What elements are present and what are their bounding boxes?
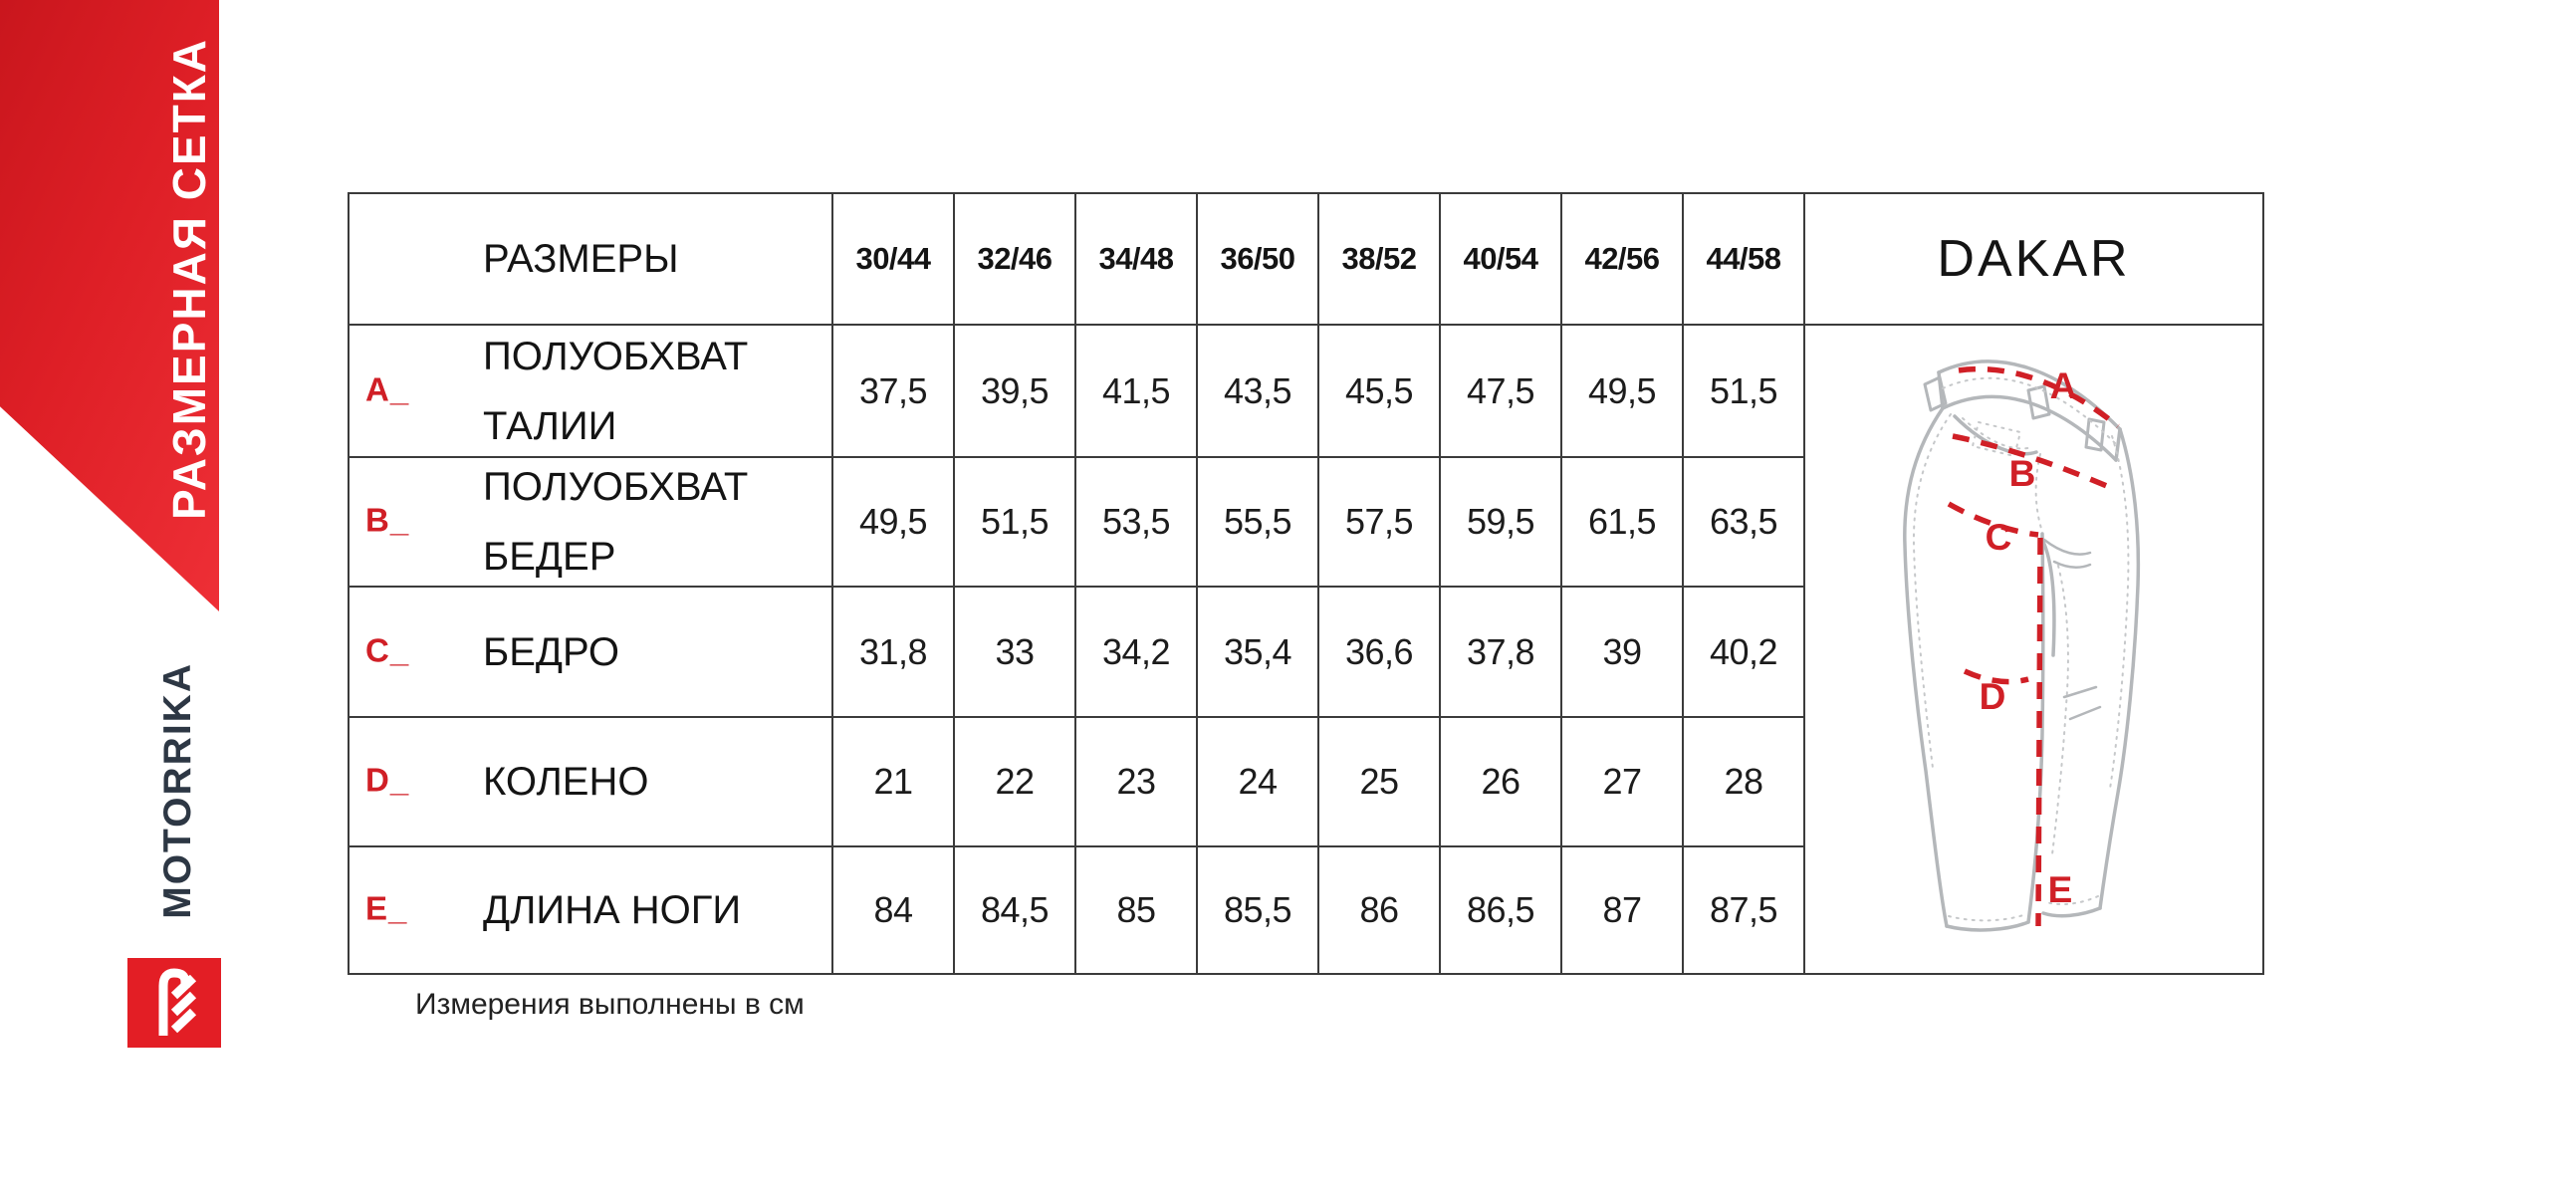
pants-diagram: A B C D E — [1903, 359, 2141, 932]
measure-line-e — [2035, 537, 2043, 927]
row-header-waist: A_ ПОЛУОБХВАТ ТАЛИИ — [350, 326, 833, 458]
table-cell: 28 — [1684, 718, 1805, 847]
brand-name: MOTORRIKA — [156, 662, 199, 919]
size-col-header: 44/58 — [1684, 194, 1805, 326]
table-cell: 84 — [833, 847, 955, 973]
pants-diagram-cell: A B C D E — [1805, 326, 2262, 973]
table-cell: 87 — [1562, 847, 1684, 973]
size-table: РАЗМЕРЫ 30/44 32/46 34/48 36/50 38/52 40… — [348, 192, 2264, 975]
size-col-header: 42/56 — [1562, 194, 1684, 326]
row-header-hips: B_ ПОЛУОБХВАТ БЕДЕР — [350, 458, 833, 588]
measure-label-a: A — [2050, 365, 2077, 406]
size-col-header: 36/50 — [1198, 194, 1319, 326]
table-cell: 43,5 — [1198, 326, 1319, 458]
table-cell: 45,5 — [1319, 326, 1441, 458]
table-cell: 39,5 — [955, 326, 1076, 458]
table-cell: 23 — [1076, 718, 1198, 847]
motorrika-r-emblem-icon — [158, 968, 197, 1036]
table-cell: 63,5 — [1684, 458, 1805, 588]
table-cell: 21 — [833, 718, 955, 847]
size-col-header: 38/52 — [1319, 194, 1441, 326]
measurement-units-note: Измерения выполнены в см — [415, 988, 805, 1021]
table-cell: 86 — [1319, 847, 1441, 973]
row-header-knee: D_ КОЛЕНО — [350, 718, 833, 847]
table-cell: 49,5 — [833, 458, 955, 588]
table-cell: 41,5 — [1076, 326, 1198, 458]
table-cell: 85 — [1076, 847, 1198, 973]
table-cell: 35,4 — [1198, 588, 1319, 718]
table-cell: 37,8 — [1441, 588, 1562, 718]
table-cell: 33 — [955, 588, 1076, 718]
ribbon-title: РАЗМЕРНАЯ СЕТКА — [162, 38, 216, 520]
row-letter-d: D_ — [365, 761, 410, 799]
table-cell: 61,5 — [1562, 458, 1684, 588]
table-cell: 51,5 — [955, 458, 1076, 588]
table-cell: 36,6 — [1319, 588, 1441, 718]
table-cell: 51,5 — [1684, 326, 1805, 458]
table-cell: 47,5 — [1441, 326, 1562, 458]
table-cell: 25 — [1319, 718, 1441, 847]
table-cell: 85,5 — [1198, 847, 1319, 973]
size-col-header: 32/46 — [955, 194, 1076, 326]
table-cell: 53,5 — [1076, 458, 1198, 588]
product-name-header: DAKAR — [1805, 194, 2262, 326]
row-header-thigh: C_ БЕДРО — [350, 588, 833, 718]
table-cell: 27 — [1562, 718, 1684, 847]
size-col-header: 34/48 — [1076, 194, 1198, 326]
size-col-header: 30/44 — [833, 194, 955, 326]
table-cell: 24 — [1198, 718, 1319, 847]
table-cell: 49,5 — [1562, 326, 1684, 458]
measure-line-d — [1963, 668, 2029, 685]
table-cell: 39 — [1562, 588, 1684, 718]
table-cell: 59,5 — [1441, 458, 1562, 588]
row-header-leg-length: E_ ДЛИНА НОГИ — [350, 847, 833, 973]
measure-line-c — [1947, 501, 2039, 538]
row-letter-a: A_ — [365, 369, 410, 407]
table-cell: 86,5 — [1441, 847, 1562, 973]
brand-logo — [127, 958, 221, 1048]
table-cell: 84,5 — [955, 847, 1076, 973]
row-letter-b: B_ — [365, 501, 410, 539]
table-cell: 87,5 — [1684, 847, 1805, 973]
measure-label-c: C — [1986, 517, 2012, 558]
table-cell: 22 — [955, 718, 1076, 847]
table-cell: 37,5 — [833, 326, 955, 458]
header-sizes-label: РАЗМЕРЫ — [350, 194, 833, 326]
row-letter-e: E_ — [365, 889, 408, 927]
row-letter-c: C_ — [365, 630, 410, 668]
size-col-header: 40/54 — [1441, 194, 1562, 326]
measure-label-b: B — [2009, 453, 2036, 494]
measure-label-d: D — [1980, 676, 2006, 717]
table-cell: 34,2 — [1076, 588, 1198, 718]
table-cell: 40,2 — [1684, 588, 1805, 718]
table-cell: 57,5 — [1319, 458, 1441, 588]
ribbon-title-text: РАЗМЕРНАЯ СЕТКА — [163, 38, 215, 520]
table-cell: 55,5 — [1198, 458, 1319, 588]
table-cell: 31,8 — [833, 588, 955, 718]
table-cell: 26 — [1441, 718, 1562, 847]
measure-line-b — [1952, 433, 2118, 493]
measure-label-e: E — [2048, 869, 2073, 910]
measure-line-a — [1958, 365, 2120, 429]
